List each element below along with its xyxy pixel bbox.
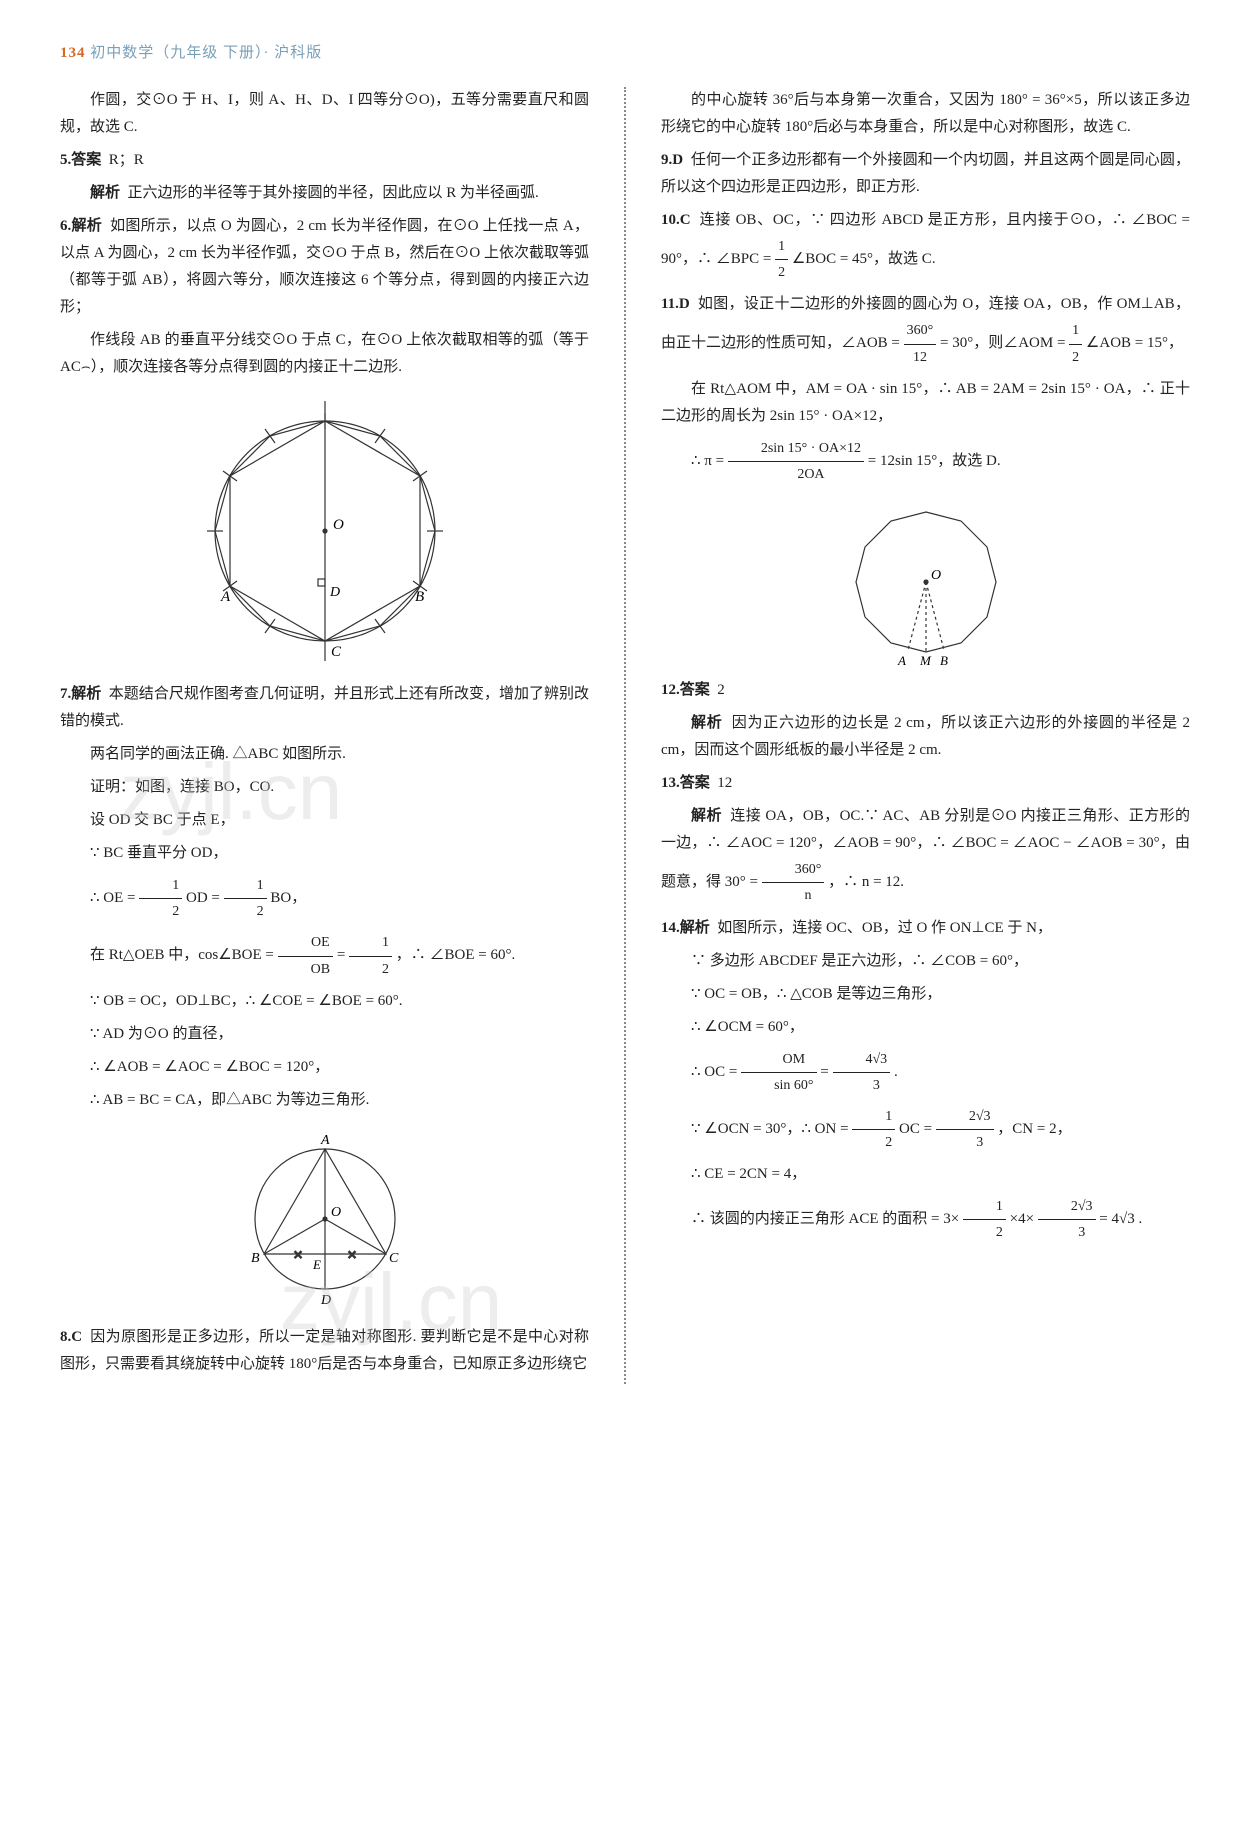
svg-text:C: C — [389, 1251, 399, 1266]
q6: 6.解析 如图所示，以点 O 为圆心，2 cm 长为半径作圆，在⊙O 上任找一点… — [60, 213, 589, 321]
q12-exp: 解析 因为正六边形的边长是 2 cm，所以该正六边形的外接圆的半径是 2 cm，… — [661, 710, 1190, 764]
q7-p2: 两名同学的画法正确. △ABC 如图所示. — [60, 741, 589, 768]
svg-text:O: O — [931, 568, 941, 583]
q6-p2: 作线段 AB 的垂直平分线交⊙O 于点 C，在⊙O 上依次截取相等的弧（等于 A… — [60, 327, 589, 381]
q8-p1: 因为原图形是正多边形，所以一定是轴对称图形. 要判断它是不是中心对称图形，只需要… — [60, 1329, 589, 1372]
q12: 12.答案 2 — [661, 677, 1190, 704]
q7: 7.解析 本题结合尺规作图考查几何证明，并且形式上还有所改变，增加了辨别改错的模… — [60, 681, 589, 735]
q5-exp-text: 正六边形的半径等于其外接圆的半径，因此应以 R 为半径画弧. — [128, 185, 539, 201]
q14: 14.解析 如图所示，连接 OC、OB，过 O 作 ON⊥CE 于 N， — [661, 915, 1190, 942]
q14-p8: ∴ 该圆的内接正三角形 ACE 的面积 = 3× 12 ×4× 2√33 = 4… — [661, 1194, 1190, 1245]
q7-p10: ∴ ∠AOB = ∠AOC = ∠BOC = 120°， — [60, 1054, 589, 1081]
q14-p6: ∵ ∠OCN = 30°，∴ ON = 12 OC = 2√33 ，CN = 2… — [661, 1104, 1190, 1155]
q11-p2: 在 Rt△AOM 中，AM = OA · sin 15°，∴ AB = 2AM … — [661, 376, 1190, 430]
q13: 13.答案 12 — [661, 770, 1190, 797]
q9-label: 9.D — [661, 152, 683, 168]
q7-p9: ∵ AD 为⊙O 的直径， — [60, 1021, 589, 1048]
q8-label: 8.C — [60, 1329, 82, 1345]
q10-label: 10.C — [661, 212, 691, 228]
svg-text:A: A — [897, 653, 906, 667]
q10-p1b: ∠BOC = 45°，故选 C. — [792, 251, 936, 267]
two-column-layout: 作圆，交⊙O 于 H、I，则 A、H、D、I 四等分⊙O)，五等分需要直尺和圆规… — [60, 87, 1190, 1384]
q10: 10.C 连接 OB、OC，∵ 四边形 ABCD 是正方形，且内接于⊙O，∴ ∠… — [661, 207, 1190, 285]
svg-text:B: B — [251, 1251, 260, 1266]
svg-text:✕: ✕ — [347, 1248, 357, 1262]
q14-p5: ∴ OC = OMsin 60° = 4√33 . — [661, 1047, 1190, 1098]
q9: 9.D 任何一个正多边形都有一个外接圆和一个内切圆，并且这两个圆是同心圆，所以这… — [661, 147, 1190, 201]
q14-p2: ∵ 多边形 ABCDEF 是正六边形，∴ ∠COB = 60°， — [661, 948, 1190, 975]
q7-p3: 证明：如图，连接 BO，CO. — [60, 774, 589, 801]
svg-text:D: D — [320, 1293, 331, 1308]
figure-dodecagon: O A B C D — [60, 391, 589, 671]
figure-poly12: O A M B — [661, 497, 1190, 667]
svg-text:✕: ✕ — [293, 1248, 303, 1262]
figure-triangle: ✕ ✕ A B C O D E — [60, 1124, 589, 1314]
q7-p1: 本题结合尺规作图考查几何证明，并且形式上还有所改变，增加了辨别改错的模式. — [60, 686, 589, 729]
q8: 8.C 因为原图形是正多边形，所以一定是轴对称图形. 要判断它是不是中心对称图形… — [60, 1324, 589, 1378]
page-number: 134 — [60, 45, 86, 61]
column-divider — [624, 87, 626, 1384]
q5-answer: R；R — [109, 152, 144, 168]
q14-p7: ∴ CE = 2CN = 4， — [661, 1161, 1190, 1188]
q5-exp: 解析 正六边形的半径等于其外接圆的半径，因此应以 R 为半径画弧. — [60, 180, 589, 207]
q14-p3: ∵ OC = OB，∴ △COB 是等边三角形， — [661, 981, 1190, 1008]
q12-label: 12.答案 — [661, 682, 710, 698]
q7-p8: ∵ OB = OC，OD⊥BC，∴ ∠COE = ∠BOE = 60°. — [60, 988, 589, 1015]
q13-label: 13.答案 — [661, 775, 710, 791]
cont-text: 作圆，交⊙O 于 H、I，则 A、H、D、I 四等分⊙O)，五等分需要直尺和圆规… — [60, 87, 589, 141]
page-header: 134 初中数学（九年级 下册）· 沪科版 — [60, 40, 1190, 67]
q6-p1: 如图所示，以点 O 为圆心，2 cm 长为半径作圆，在⊙O 上任找一点 A，以点… — [60, 218, 589, 315]
right-column: 的中心旋转 36°后与本身第一次重合，又因为 180° = 36°×5，所以该正… — [661, 87, 1190, 1384]
q13-exp: 解析 连接 OA，OB，OC.∵ AC、AB 分别是⊙O 内接正三角形、正方形的… — [661, 803, 1190, 908]
svg-text:B: B — [940, 653, 948, 667]
q7-p6: ∴ OE = 12 OD = 12 BO， — [60, 873, 589, 924]
svg-text:C: C — [331, 644, 342, 660]
svg-text:O: O — [331, 1205, 341, 1220]
q14-p4: ∴ ∠OCM = 60°， — [661, 1014, 1190, 1041]
svg-text:E: E — [312, 1257, 321, 1272]
q7-p11: ∴ AB = BC = CA，即△ABC 为等边三角形. — [60, 1087, 589, 1114]
q7-p4: 设 OD 交 BC 于点 E， — [60, 807, 589, 834]
cont-right: 的中心旋转 36°后与本身第一次重合，又因为 180° = 36°×5，所以该正… — [661, 87, 1190, 141]
q13-ans: 12 — [717, 775, 732, 791]
q9-p1: 任何一个正多边形都有一个外接圆和一个内切圆，并且这两个圆是同心圆，所以这个四边形… — [661, 152, 1190, 195]
svg-text:D: D — [329, 585, 340, 600]
q11-p1c: ∠AOB = 15°， — [1086, 336, 1183, 352]
q14-label: 14.解析 — [661, 920, 710, 936]
q5-exp-label: 解析 — [90, 185, 120, 201]
svg-text:B: B — [415, 589, 424, 605]
q11-p1b: = 30°，则∠AOM = — [940, 336, 1069, 352]
q12-ans: 2 — [717, 682, 725, 698]
svg-text:O: O — [333, 517, 344, 533]
page-title: 初中数学（九年级 下册）· 沪科版 — [90, 45, 322, 61]
q11: 11.D 如图，设正十二边形的外接圆的圆心为 O，连接 OA，OB，作 OM⊥A… — [661, 291, 1190, 369]
q7-label: 7.解析 — [60, 686, 101, 702]
left-column: 作圆，交⊙O 于 H、I，则 A、H、D、I 四等分⊙O)，五等分需要直尺和圆规… — [60, 87, 589, 1384]
q6-label: 6.解析 — [60, 218, 102, 234]
q11-p3: ∴ π = 2sin 15° · OA×122OA = 12sin 15°，故选… — [661, 436, 1190, 487]
q5-label: 5.答案 — [60, 152, 101, 168]
svg-text:A: A — [220, 589, 231, 605]
q7-p7: 在 Rt△OEB 中，cos∠BOE = OEOB = 12 ，∴ ∠BOE =… — [60, 930, 589, 981]
q7-p5: ∵ BC 垂直平分 OD， — [60, 840, 589, 867]
q11-label: 11.D — [661, 296, 690, 312]
q14-p1: 如图所示，连接 OC、OB，过 O 作 ON⊥CE 于 N， — [717, 920, 1052, 936]
svg-text:M: M — [919, 653, 932, 667]
svg-text:A: A — [320, 1133, 330, 1148]
q5: 5.答案 R；R — [60, 147, 589, 174]
